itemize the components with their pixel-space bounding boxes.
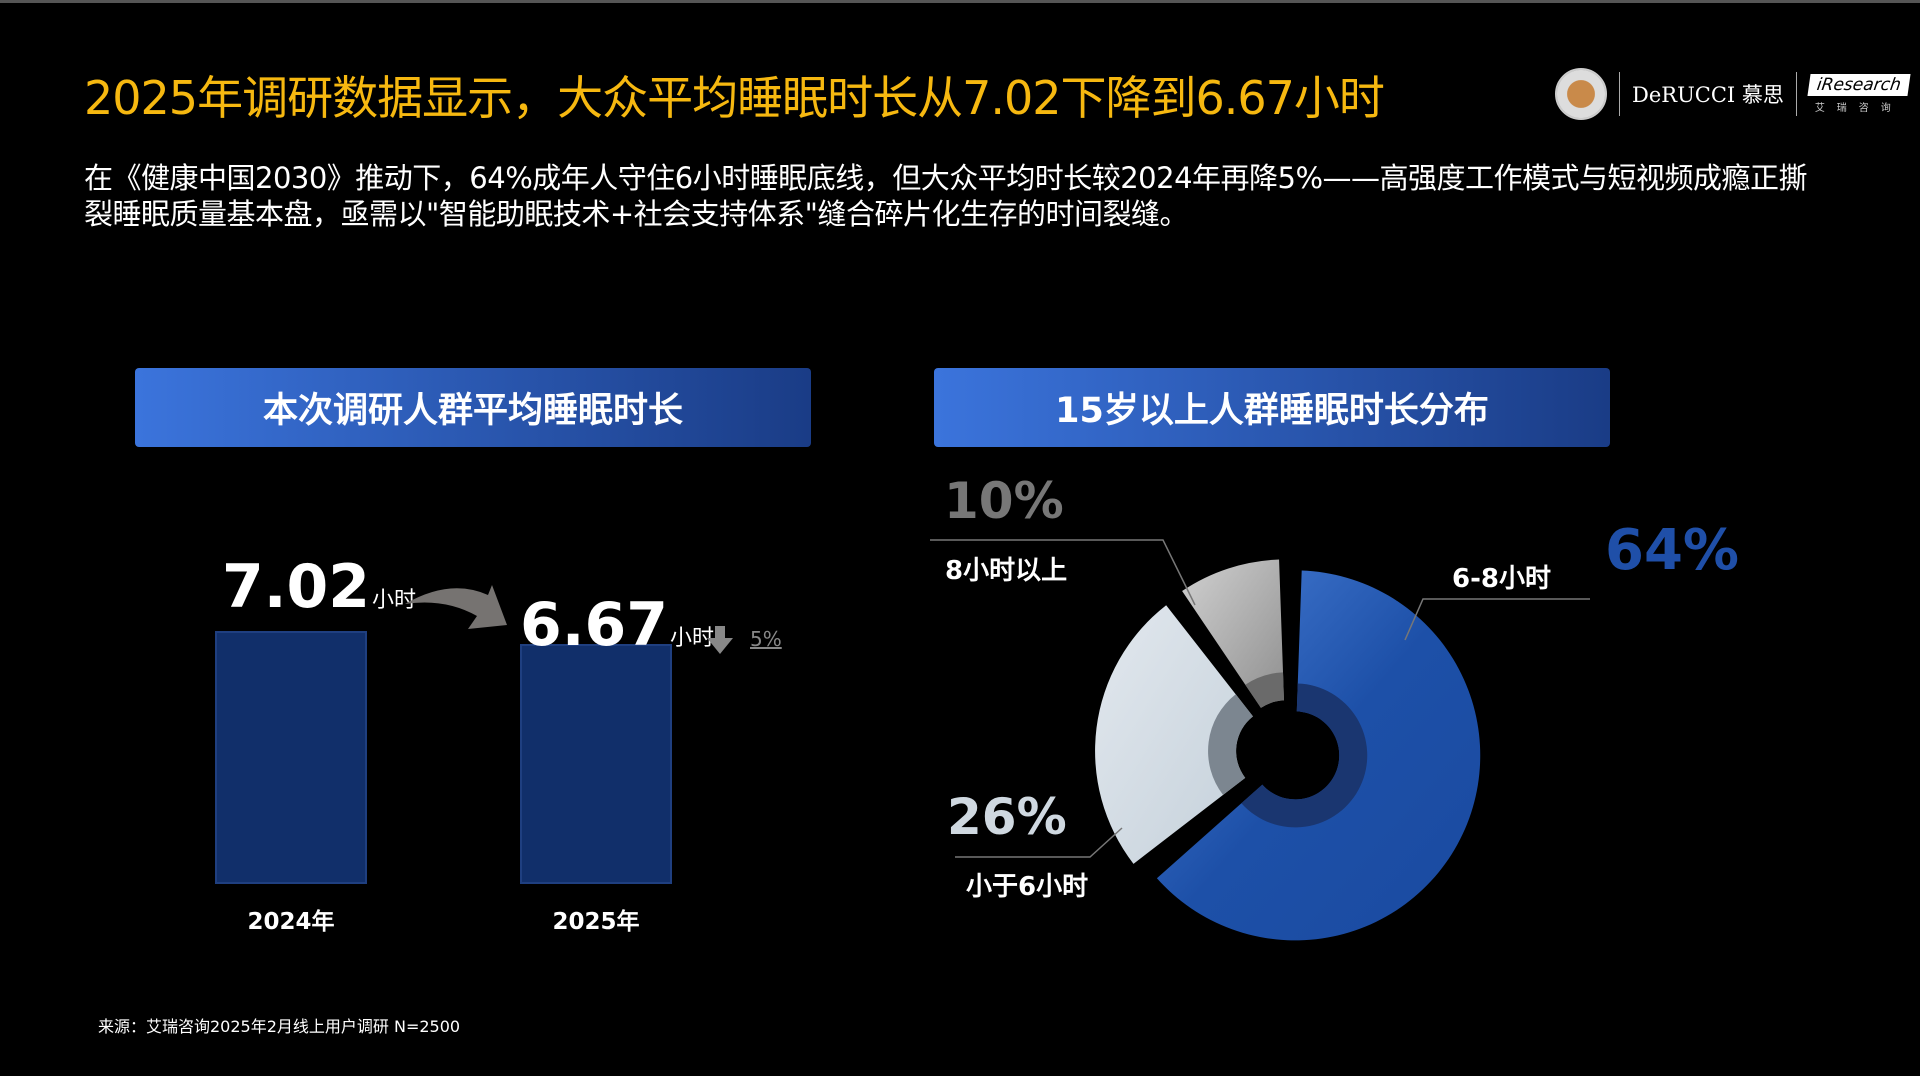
sleep-society-seal-logo: [1555, 68, 1607, 120]
down-arrow-icon: [707, 626, 733, 654]
value-text: 7.02: [222, 552, 371, 622]
logo-bar: DeRUCCI 慕思 iResearch 艾瑞咨询: [1555, 66, 1911, 122]
top-border: [0, 0, 1920, 3]
pie-value-lt6h: 26%: [947, 788, 1067, 846]
pie-slice-inner-2: [1245, 672, 1284, 708]
bar-value-2024: 7.02小时: [222, 552, 416, 622]
iresearch-logo-cn: 艾瑞咨询: [1814, 103, 1903, 114]
pie-slice-1: [1095, 605, 1253, 864]
year-label-2025: 2025年: [552, 909, 640, 935]
iresearch-logo: iResearch 艾瑞咨询: [1807, 74, 1911, 114]
value-text: 6.67: [520, 590, 669, 660]
derucci-logo: DeRUCCI 慕思: [1632, 83, 1784, 107]
page-title: 2025年调研数据显示，大众平均睡眠时长从7.02下降到6.67小时: [84, 71, 1385, 125]
pie-label-8h: 8小时以上: [945, 556, 1068, 586]
pie-label-lt6h: 小于6小时: [966, 872, 1089, 902]
trend-arrow-icon: [405, 585, 507, 629]
pie-slice-inner-0: [1241, 683, 1368, 828]
unit-text: 小时: [372, 588, 417, 613]
unit-text: 小时: [670, 626, 715, 651]
leader-line-lt6h: [955, 827, 1123, 858]
bar-value-2025: 6.67小时: [520, 590, 714, 660]
pie-value-8h: 10%: [944, 472, 1064, 530]
logo-divider: [1619, 72, 1620, 116]
pie-slice-inner-1: [1208, 694, 1253, 795]
change-percent: 5%: [750, 627, 782, 651]
source-footnote: 来源：艾瑞咨询2025年2月线上用户调研 N=2500: [98, 1017, 461, 1036]
page-subtitle: 在《健康中国2030》推动下，64%成年人守住6小时睡眠底线，但大众平均时长较2…: [84, 161, 1808, 231]
pie-label-6-8h: 6-8小时: [1452, 564, 1551, 594]
pie-value-6-8h: 64%: [1605, 518, 1740, 583]
bar-chart-header: 本次调研人群平均睡眠时长: [135, 368, 811, 447]
pie-chart-header: 15岁以上人群睡眠时长分布: [934, 368, 1610, 447]
bar-2024: [215, 631, 367, 884]
logo-divider: [1795, 72, 1797, 116]
pie-chart: [1095, 559, 1481, 941]
pie-slice-2: [1182, 559, 1284, 708]
leader-line-6-8h: [1404, 598, 1590, 641]
bar-2025: [520, 643, 672, 884]
year-label-2024: 2024年: [247, 909, 335, 935]
leader-line-8h: [930, 539, 1196, 606]
pie-slice-0: [1156, 570, 1481, 941]
